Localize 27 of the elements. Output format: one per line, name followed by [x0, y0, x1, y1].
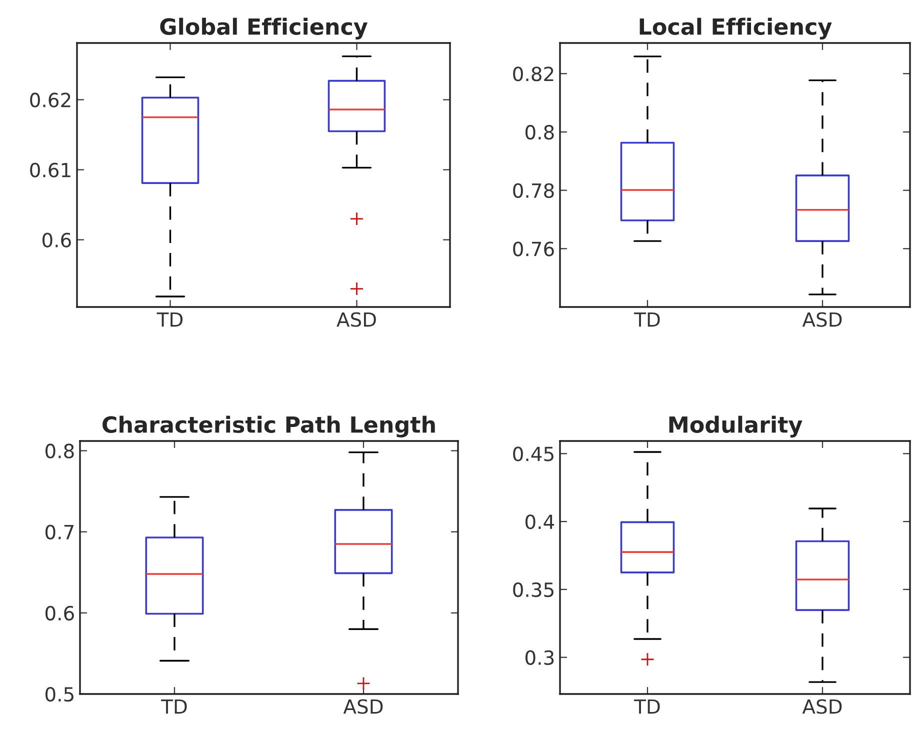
- chart-title: Global Efficiency: [160, 18, 368, 40]
- x-tick-label: TD: [156, 312, 183, 327]
- y-tick-label: 0.76: [513, 242, 554, 256]
- x-tick-label: TD: [634, 312, 660, 327]
- y-tick-label: 0.6: [42, 232, 71, 248]
- y-tick-label: 0.8: [46, 444, 74, 458]
- chart-title: Modularity: [669, 416, 802, 438]
- x-tick-label: TD: [161, 699, 187, 714]
- chart-title: Local Efficiency: [640, 18, 832, 40]
- y-tick-label: 0.8: [526, 124, 554, 140]
- y-tick-label: 0.5: [46, 686, 74, 702]
- y-tick-label: 0.45: [513, 446, 554, 462]
- y-tick-label: 0.6: [46, 606, 74, 621]
- chart-title: Characteristic Path Length: [102, 416, 435, 438]
- y-tick-label: 0.35: [513, 582, 554, 598]
- x-tick-label: TD: [634, 699, 660, 714]
- x-tick-label: ASD: [343, 699, 383, 714]
- y-tick-label: 0.3: [526, 650, 554, 665]
- x-tick-label: ASD: [802, 699, 842, 714]
- y-tick-label: 0.78: [513, 183, 554, 198]
- y-tick-label: 0.82: [513, 66, 554, 82]
- y-tick-label: 0.7: [46, 524, 74, 540]
- x-tick-label: ASD: [802, 312, 842, 327]
- x-tick-label: ASD: [336, 312, 376, 327]
- y-tick-label: 0.4: [526, 514, 554, 530]
- y-tick-label: 0.61: [30, 162, 70, 178]
- y-tick-label: 0.62: [30, 92, 70, 108]
